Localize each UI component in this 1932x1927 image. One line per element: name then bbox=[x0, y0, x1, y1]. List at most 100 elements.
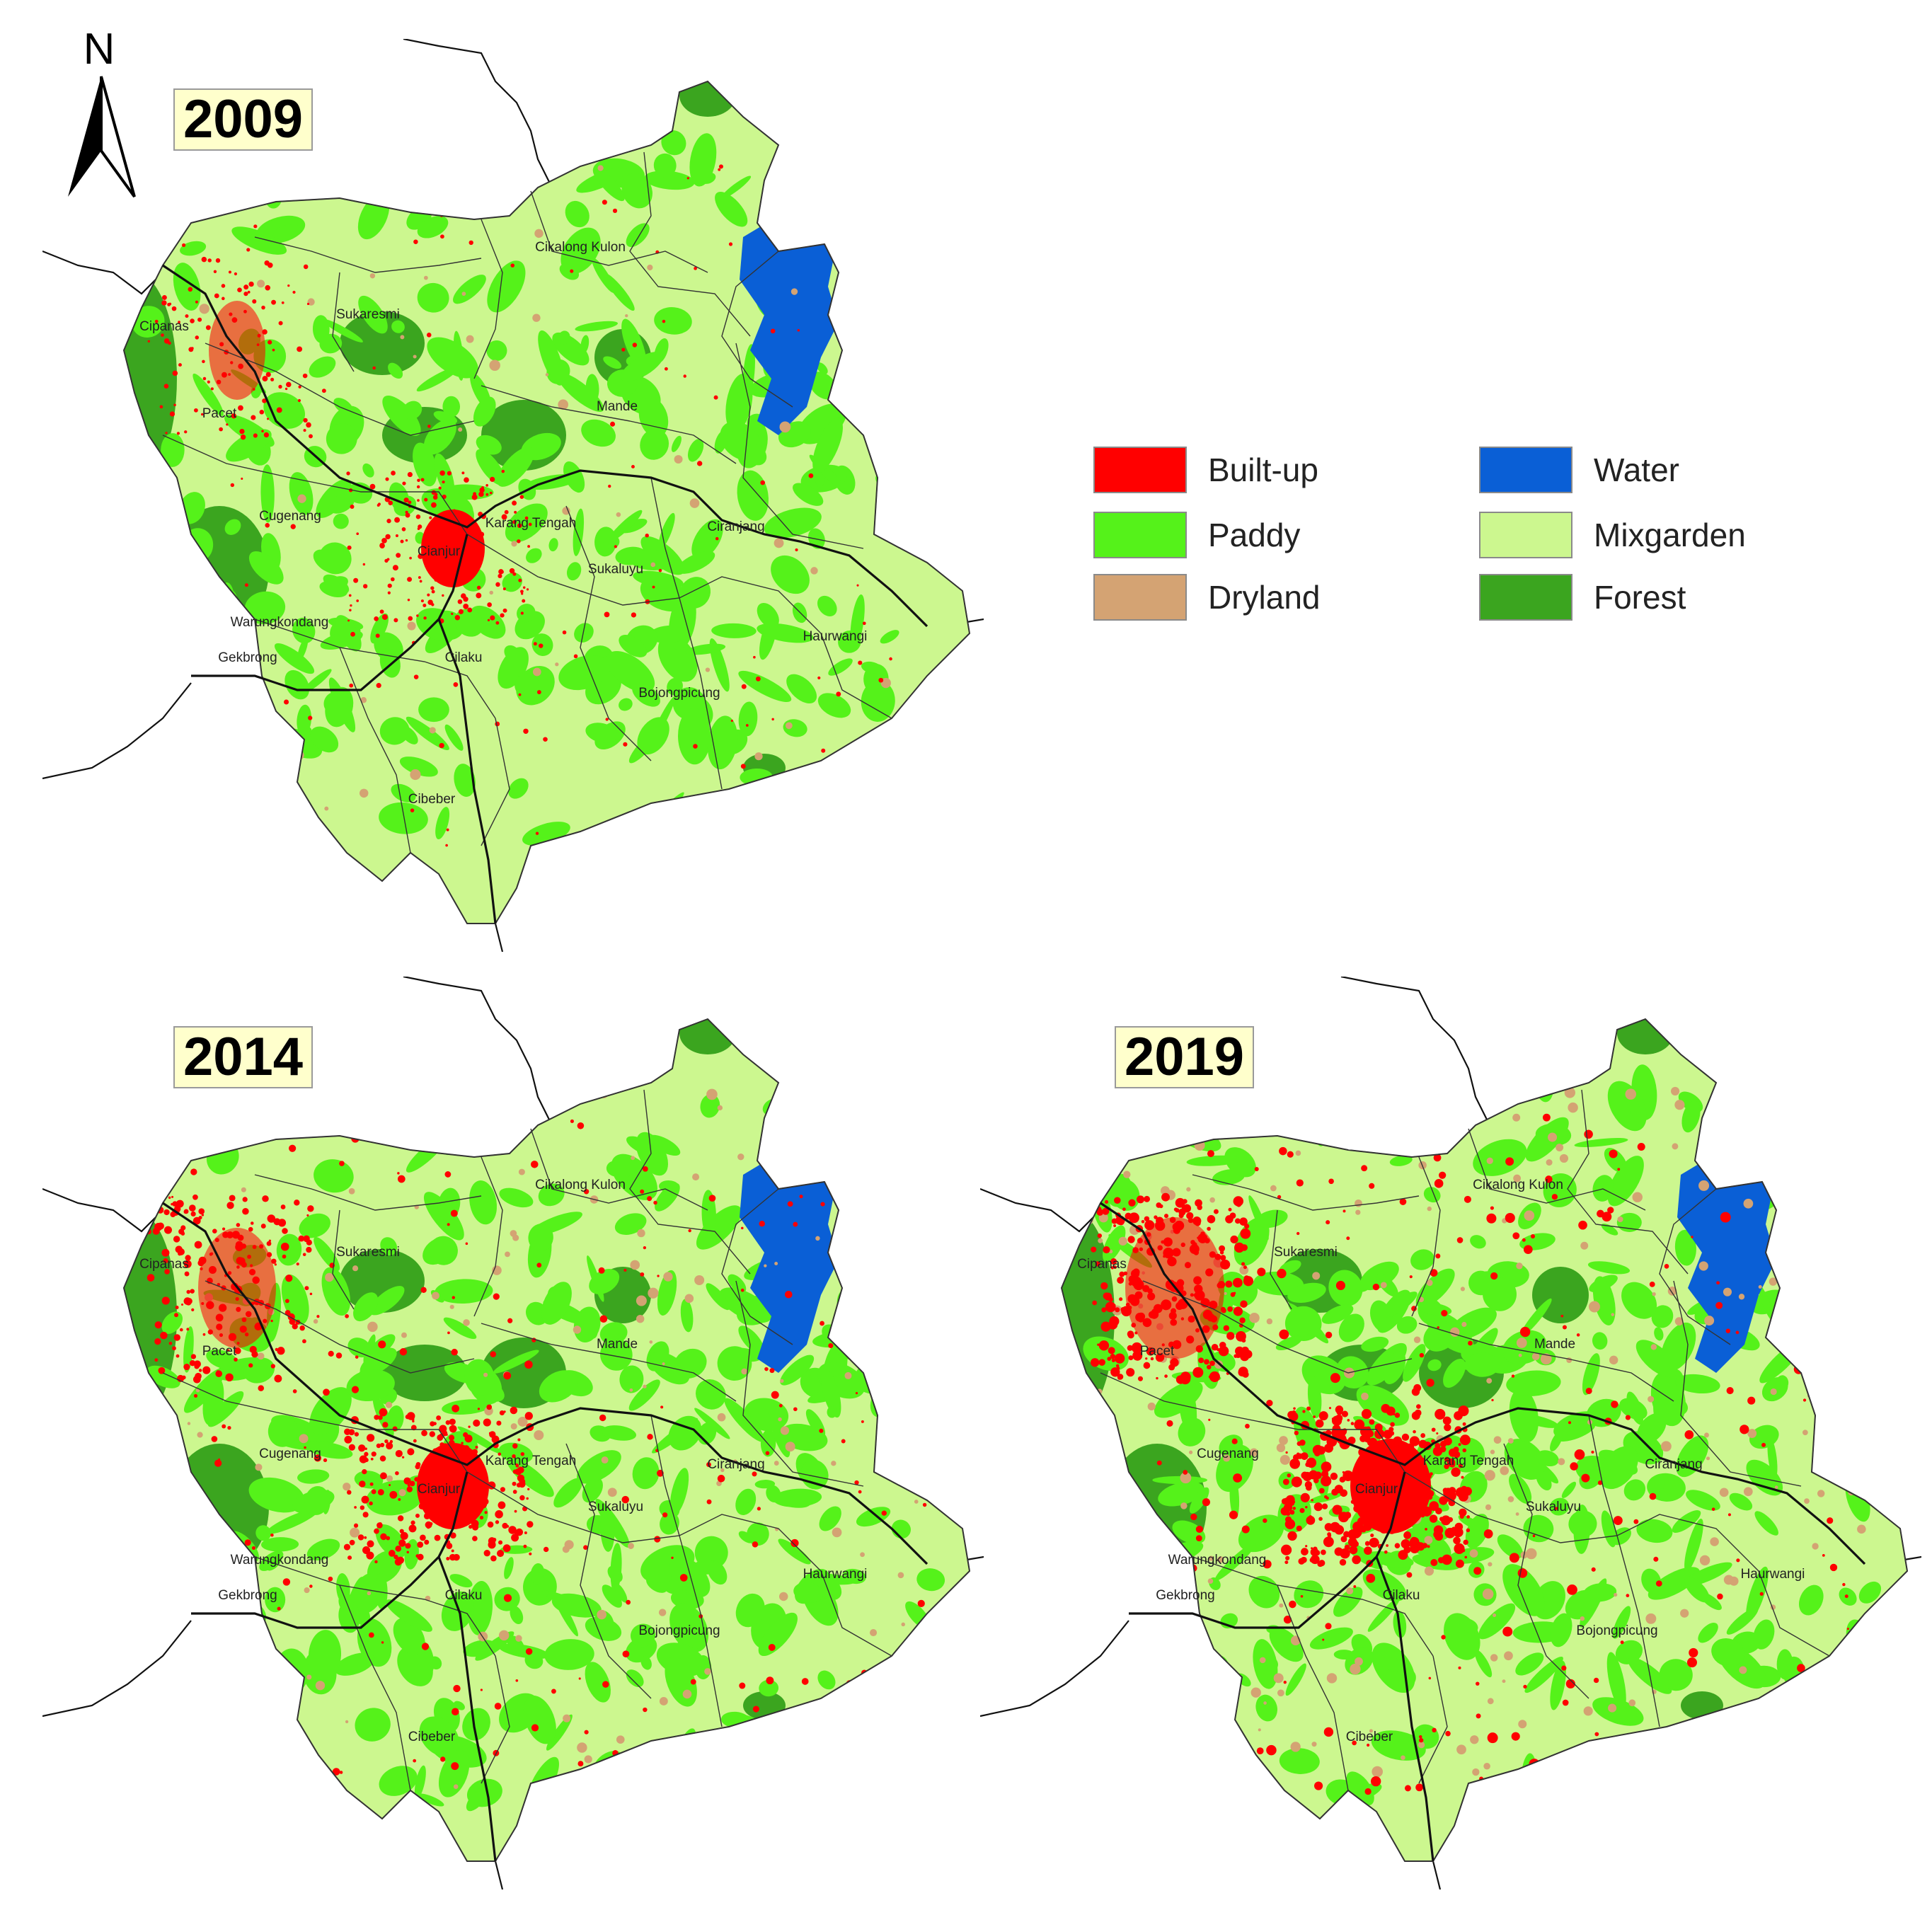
dryland-patch bbox=[483, 1372, 488, 1377]
builtup-patch bbox=[1655, 1580, 1662, 1587]
builtup-patch bbox=[820, 1321, 824, 1326]
builtup-patch bbox=[221, 1684, 226, 1690]
builtup-patch bbox=[306, 302, 310, 306]
dryland-patch bbox=[1311, 1742, 1317, 1747]
builtup-patch bbox=[623, 1268, 627, 1272]
builtup-patch bbox=[442, 1430, 448, 1437]
builtup-patch bbox=[1219, 1250, 1224, 1255]
dryland-patch bbox=[908, 1204, 912, 1207]
dryland-patch bbox=[1207, 1578, 1214, 1584]
builtup-patch bbox=[207, 258, 212, 263]
builtup-patch bbox=[292, 290, 296, 294]
builtup-patch bbox=[1844, 1594, 1848, 1599]
paddy-patch bbox=[1858, 1581, 1882, 1604]
builtup-patch bbox=[623, 742, 628, 747]
builtup-patch bbox=[1805, 1725, 1815, 1735]
builtup-patch bbox=[878, 1105, 881, 1109]
builtup-patch bbox=[1800, 1197, 1807, 1204]
paddy-patch bbox=[1073, 1107, 1105, 1136]
legend-label: Mixgarden bbox=[1594, 517, 1746, 553]
builtup-patch bbox=[354, 1506, 357, 1509]
place-label: Cianjur bbox=[418, 1482, 461, 1497]
forest-patch bbox=[1154, 1645, 1231, 1723]
builtup-patch bbox=[570, 269, 574, 273]
builtup-patch bbox=[1110, 1367, 1120, 1377]
dryland-patch bbox=[1189, 1450, 1193, 1454]
builtup-patch bbox=[1383, 1430, 1393, 1439]
builtup-patch bbox=[303, 418, 308, 423]
builtup-patch bbox=[159, 405, 163, 409]
dryland-patch bbox=[1486, 1157, 1493, 1164]
builtup-patch bbox=[517, 1438, 521, 1442]
builtup-patch bbox=[856, 1145, 861, 1151]
builtup-patch bbox=[1209, 1300, 1218, 1309]
dryland-patch bbox=[466, 335, 474, 343]
paddy-patch bbox=[538, 1183, 565, 1207]
builtup-patch bbox=[1574, 1449, 1585, 1460]
paddy-patch bbox=[844, 1287, 866, 1325]
district-border bbox=[820, 633, 892, 719]
dryland-patch bbox=[489, 590, 494, 595]
builtup-patch bbox=[1444, 1456, 1450, 1462]
builtup-patch bbox=[431, 502, 437, 508]
builtup-patch bbox=[1346, 1236, 1350, 1241]
paddy-patch bbox=[1415, 1268, 1455, 1308]
dryland-patch bbox=[717, 1105, 723, 1111]
builtup-patch bbox=[1862, 1690, 1866, 1694]
builtup-patch bbox=[1463, 1487, 1472, 1496]
builtup-patch bbox=[1511, 1374, 1515, 1378]
paddy-patch bbox=[771, 555, 810, 594]
place-label: Ciranjang bbox=[707, 1457, 764, 1472]
paddy-patch bbox=[1449, 1307, 1497, 1340]
paddy-patch bbox=[1509, 1473, 1532, 1504]
builtup-patch bbox=[385, 534, 391, 540]
dryland-patch bbox=[1279, 1603, 1284, 1608]
builtup-patch bbox=[536, 690, 541, 694]
place-label: Gekbrong bbox=[218, 1588, 277, 1603]
paddy-patch bbox=[594, 168, 625, 202]
builtup-patch bbox=[378, 1340, 386, 1349]
builtup-patch bbox=[222, 1227, 226, 1231]
builtup-patch bbox=[353, 577, 359, 583]
builtup-patch bbox=[424, 497, 428, 502]
builtup-patch bbox=[752, 1471, 757, 1477]
builtup-patch bbox=[1464, 1195, 1471, 1203]
dryland-patch bbox=[511, 541, 517, 547]
dryland-patch bbox=[907, 1384, 916, 1393]
builtup-patch bbox=[1802, 1398, 1807, 1402]
builtup-patch bbox=[473, 1510, 481, 1517]
builtup-patch bbox=[1180, 1242, 1185, 1248]
builtup-patch bbox=[1279, 1329, 1289, 1340]
district-border bbox=[339, 1584, 411, 1791]
dryland-patch bbox=[1502, 1679, 1506, 1684]
district-border bbox=[205, 343, 475, 436]
dryland-patch bbox=[259, 1686, 270, 1697]
dryland-patch bbox=[1409, 1115, 1417, 1122]
builtup-patch bbox=[207, 1329, 213, 1335]
builtup-patch bbox=[1208, 1375, 1212, 1379]
dryland-patch bbox=[1652, 1292, 1656, 1296]
dryland-patch bbox=[1326, 1673, 1338, 1684]
builtup-patch bbox=[468, 1524, 473, 1529]
builtup-patch bbox=[1289, 1412, 1299, 1422]
builtup-patch bbox=[1110, 1266, 1115, 1270]
dryland-patch bbox=[1493, 1436, 1502, 1444]
builtup-patch bbox=[1220, 1255, 1226, 1261]
paddy-patch bbox=[1601, 1510, 1616, 1548]
builtup-patch bbox=[760, 480, 766, 485]
paddy-patch bbox=[1684, 1519, 1703, 1572]
builtup-patch bbox=[463, 1432, 468, 1438]
builtup-patch bbox=[1461, 1476, 1464, 1479]
builtup-patch bbox=[482, 1498, 489, 1505]
builtup-patch bbox=[1321, 1476, 1332, 1487]
place-label: Cibeber bbox=[408, 792, 456, 807]
paddy-patch bbox=[603, 272, 635, 311]
builtup-patch bbox=[442, 481, 445, 484]
builtup-patch bbox=[1350, 1422, 1355, 1425]
builtup-patch bbox=[647, 1196, 652, 1202]
paddy-patch bbox=[565, 200, 590, 228]
builtup-patch bbox=[1190, 1701, 1194, 1705]
builtup-patch bbox=[514, 1509, 517, 1513]
builtup-patch bbox=[453, 1684, 461, 1693]
builtup-patch bbox=[1839, 1355, 1843, 1359]
